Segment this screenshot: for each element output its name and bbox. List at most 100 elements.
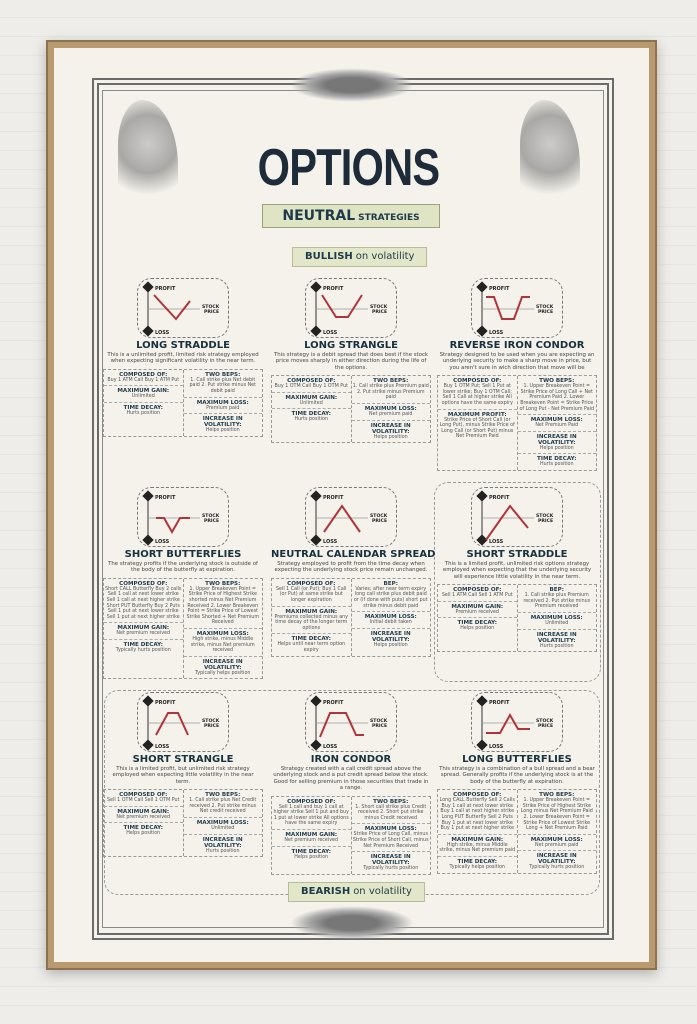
detail-label: TWO BEPS: bbox=[373, 378, 409, 385]
price-label: PRICE bbox=[372, 518, 387, 524]
detail-item: TWO BEPS: 1. Upper Breakeven Point = Stri… bbox=[183, 579, 262, 629]
detail-item: MAXIMUM LOSS: Unlimited bbox=[183, 818, 262, 835]
stock-label: STOCK bbox=[536, 304, 554, 310]
detail-item: MAXIMUM GAIN: High strike, minus Middle s… bbox=[438, 835, 517, 857]
detail-item: INCREASE IN VOLATILITY: Helps position bbox=[517, 432, 596, 455]
strategy-card: PROFIT LOSS STOCK PRICE LONG BUTTERFLIES… bbox=[437, 692, 597, 874]
profit-label: PROFIT bbox=[155, 286, 176, 292]
payoff-diagram: PROFIT LOSS STOCK PRICE bbox=[471, 278, 563, 338]
profit-diamond-icon bbox=[142, 281, 154, 293]
top-ornament bbox=[290, 68, 414, 102]
strategies-banner: NEUTRAL STRATEGIES bbox=[262, 204, 440, 228]
detail-label: TIME DECAY: bbox=[457, 858, 497, 865]
detail-label: BEP: bbox=[549, 587, 564, 594]
detail-label: TIME DECAY: bbox=[291, 636, 331, 643]
details-column-right: TWO BEPS: 1. Call strike plus Net debit p… bbox=[183, 370, 262, 436]
strategy-card: PROFIT LOSS STOCK PRICE REVERSE IRON CON… bbox=[437, 278, 597, 471]
loss-diamond-icon bbox=[476, 325, 488, 337]
detail-label: MAXIMUM PROFIT: bbox=[447, 411, 507, 418]
detail-item: MAXIMUM GAIN: Premium received bbox=[438, 602, 517, 619]
loss-label: LOSS bbox=[155, 539, 170, 545]
strategy-description: This is a unlimited profit, limited risk… bbox=[107, 352, 259, 365]
strategy-description: Strategy created with a call credit spre… bbox=[273, 766, 429, 792]
detail-value: Hurts position bbox=[539, 462, 574, 468]
details-column-right: TWO BEPS: 1. Upper Breakeven Point = Stri… bbox=[517, 790, 596, 873]
profit-diamond-icon bbox=[476, 695, 488, 707]
details-column-left: COMPOSED OF: Long CALL Butterfly Sell 2 C… bbox=[438, 790, 518, 873]
detail-value: Hurts position bbox=[126, 411, 161, 416]
strategy-details: COMPOSED OF: Sell 1 Call (or Put); Buy 1 … bbox=[271, 577, 431, 657]
detail-value: Helps position bbox=[373, 642, 408, 648]
payoff-line bbox=[321, 294, 363, 318]
strategy-description: The strategy profits if the underlying s… bbox=[108, 561, 258, 574]
payoff-line bbox=[323, 504, 361, 533]
detail-value: 1. Upper Breakeven Point = Strike Price … bbox=[186, 586, 260, 626]
detail-value: Buy 1 OTM Call Buy 1 OTM Put bbox=[274, 384, 349, 390]
detail-value: Sell 1 OTM Call Sell 1 OTM Put bbox=[107, 798, 180, 804]
detail-label: MAXIMUM LOSS: bbox=[196, 820, 249, 826]
detail-item: COMPOSED OF: Buy 1 ATM Call Buy 1 ATM Put bbox=[104, 370, 183, 387]
detail-item: TIME DECAY: Typically helps position bbox=[438, 857, 517, 873]
detail-item: COMPOSED OF: Long CALL Butterfly Sell 2 C… bbox=[438, 790, 517, 835]
detail-label: MAXIMUM LOSS: bbox=[364, 826, 417, 833]
detail-label: MAXIMUM LOSS: bbox=[196, 630, 249, 637]
detail-value: Typically hurts position bbox=[529, 865, 585, 871]
bearish-label: BEARISH on volatility bbox=[288, 882, 425, 902]
payoff-diagram: PROFIT LOSS STOCK PRICE bbox=[137, 278, 229, 338]
detail-value: Typically helps position bbox=[449, 864, 505, 870]
detail-value: Net Premium Paid bbox=[535, 423, 579, 429]
detail-item: COMPOSED OF: Sell 1 Call (or Put); Buy 1 … bbox=[272, 579, 351, 607]
loss-label: LOSS bbox=[323, 539, 338, 545]
strategy-description: This is a limited profit, but unlimited … bbox=[112, 766, 254, 785]
profit-label: PROFIT bbox=[323, 286, 344, 292]
payoff-diagram: PROFIT LOSS STOCK PRICE bbox=[305, 487, 397, 547]
details-column-left: COMPOSED OF: Sell 1 OTM Call Sell 1 OTM P… bbox=[104, 790, 184, 857]
loss-diamond-icon bbox=[142, 534, 154, 546]
detail-item: MAXIMUM LOSS: Unlimited bbox=[517, 613, 596, 630]
detail-item: COMPOSED OF: Sell 1 call and buy 1 call a… bbox=[272, 797, 351, 830]
detail-value: Helps position bbox=[205, 428, 240, 434]
detail-label: COMPOSED OF: bbox=[119, 371, 168, 378]
strategy-details: COMPOSED OF: Sell 1 ATM Call Sell 1 ATM P… bbox=[437, 584, 597, 653]
detail-label: MAXIMUM GAIN: bbox=[285, 394, 338, 401]
detail-label: MAXIMUM LOSS: bbox=[530, 615, 583, 621]
strategy-details: COMPOSED OF: Sell 1 OTM Call Sell 1 OTM P… bbox=[103, 789, 263, 858]
detail-item: COMPOSED OF: Sell 1 OTM Call Sell 1 OTM P… bbox=[104, 790, 183, 807]
detail-item: BEP: Varies; after near term expiry long … bbox=[351, 579, 430, 613]
strategy-card: PROFIT LOSS STOCK PRICE SHORT STRANGLE T… bbox=[103, 692, 263, 858]
detail-value: Helps position bbox=[126, 831, 161, 837]
strategy-title: IRON CONDOR bbox=[310, 754, 392, 765]
detail-value: Sell 1 Call (or Put); Buy 1 Call (or Put… bbox=[275, 586, 347, 603]
loss-diamond-icon bbox=[310, 534, 322, 546]
detail-value: Hurts position bbox=[539, 643, 574, 649]
detail-item: MAXIMUM LOSS: High strike, minus Middle s… bbox=[183, 629, 262, 657]
detail-label: TIME DECAY: bbox=[123, 825, 163, 832]
detail-label: TWO BEPS: bbox=[205, 792, 241, 799]
loss-label: LOSS bbox=[323, 744, 338, 750]
profit-label: PROFIT bbox=[489, 286, 510, 292]
detail-value: High strike, minus Middle strike, minus … bbox=[439, 842, 516, 854]
profit-label: PROFIT bbox=[489, 700, 510, 706]
detail-value: Buy 1 ATM Call Buy 1 ATM Put bbox=[107, 377, 180, 383]
loss-diamond-icon bbox=[476, 534, 488, 546]
payoff-diagram: PROFIT LOSS STOCK PRICE bbox=[137, 692, 229, 752]
profit-diamond-icon bbox=[310, 490, 322, 502]
poster-title: OPTIONS bbox=[257, 139, 440, 197]
detail-label: MAXIMUM GAIN: bbox=[117, 625, 170, 632]
details-column-right: TWO BEPS: 1. Upper Breakeven Point = Stri… bbox=[183, 579, 262, 679]
strategy-description: This strategy is a combination of a bull… bbox=[439, 766, 595, 785]
strategy-title: LONG BUTTERFLIES bbox=[462, 754, 572, 765]
details-column-left: COMPOSED OF: Buy 1 OTM Put; Sell 1 Put at… bbox=[438, 376, 518, 470]
detail-label: INCREASE IN VOLATILITY: bbox=[370, 630, 411, 643]
payoff-diagram: PROFIT LOSS STOCK PRICE bbox=[305, 278, 397, 338]
loss-diamond-icon bbox=[310, 325, 322, 337]
detail-value: Premium received bbox=[455, 609, 499, 615]
detail-value: Typically hurts position bbox=[115, 647, 171, 653]
detail-label: INCREASE IN VOLATILITY: bbox=[202, 416, 243, 429]
strategy-details: COMPOSED OF: Buy 1 OTM Call Buy 1 OTM Put… bbox=[271, 375, 431, 444]
detail-item: MAXIMUM GAIN: Net premium received bbox=[104, 623, 183, 640]
price-label: PRICE bbox=[372, 723, 387, 729]
bearish-rest: on volatility bbox=[353, 886, 412, 897]
strategy-description: Strategy employed to profit from the tim… bbox=[274, 561, 428, 574]
loss-diamond-icon bbox=[142, 739, 154, 751]
